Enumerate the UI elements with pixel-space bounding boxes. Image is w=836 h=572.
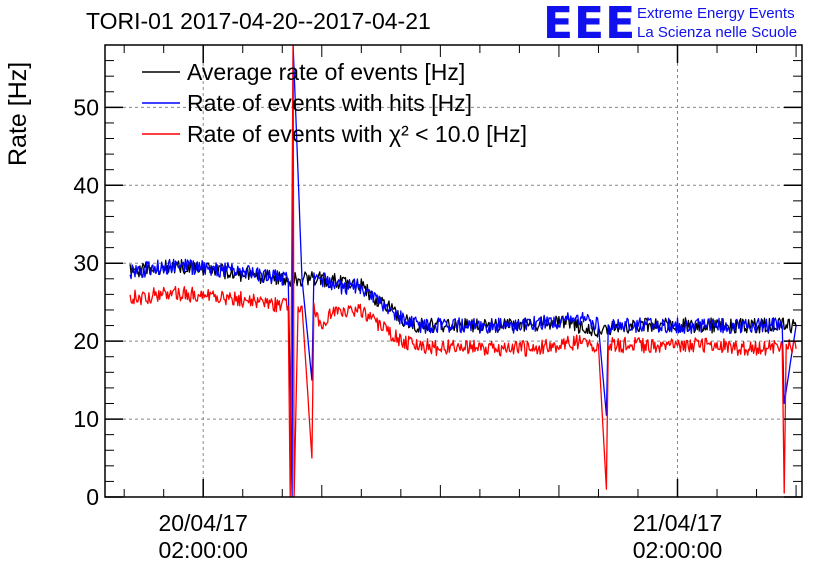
y-tick-label: 10 — [73, 406, 99, 432]
x-tick-time: 02:00:00 — [633, 537, 723, 563]
x-tick-date: 20/04/17 — [158, 510, 248, 536]
series-layer — [129, 44, 797, 498]
logo-line-2: La Scienza nelle Scuole — [637, 24, 798, 41]
y-tick-label: 0 — [86, 484, 99, 510]
y-tick-label: 20 — [73, 328, 99, 354]
x-tick-date: 21/04/17 — [633, 510, 723, 536]
chart-title: TORI-01 2017-04-20--2017-04-21 — [86, 8, 431, 34]
eee-logo: EEE — [543, 0, 637, 49]
y-axis-label: Rate [Hz] — [4, 61, 32, 166]
logo-line-1: Extreme Energy Events — [637, 5, 795, 22]
legend-label: Rate of events with χ² < 10.0 [Hz] — [187, 121, 527, 147]
y-tick-label: 30 — [73, 250, 99, 276]
y-tick-label: 50 — [73, 94, 99, 120]
plot-frame — [104, 44, 803, 498]
series-line — [129, 44, 797, 498]
legend-label: Average rate of events [Hz] — [187, 59, 465, 85]
logo-caption: Extreme Energy Events La Scienza nelle S… — [637, 4, 797, 42]
y-tick-label: 40 — [73, 172, 99, 198]
legend: Average rate of events [Hz] Rate of event… — [142, 59, 527, 147]
legend-label: Rate of events with hits [Hz] — [187, 90, 472, 116]
x-tick-time: 02:00:00 — [158, 537, 248, 563]
series-line — [129, 44, 797, 498]
axis-ticks: 0102030405020/04/1702:00:0021/04/1702:00… — [73, 44, 802, 563]
